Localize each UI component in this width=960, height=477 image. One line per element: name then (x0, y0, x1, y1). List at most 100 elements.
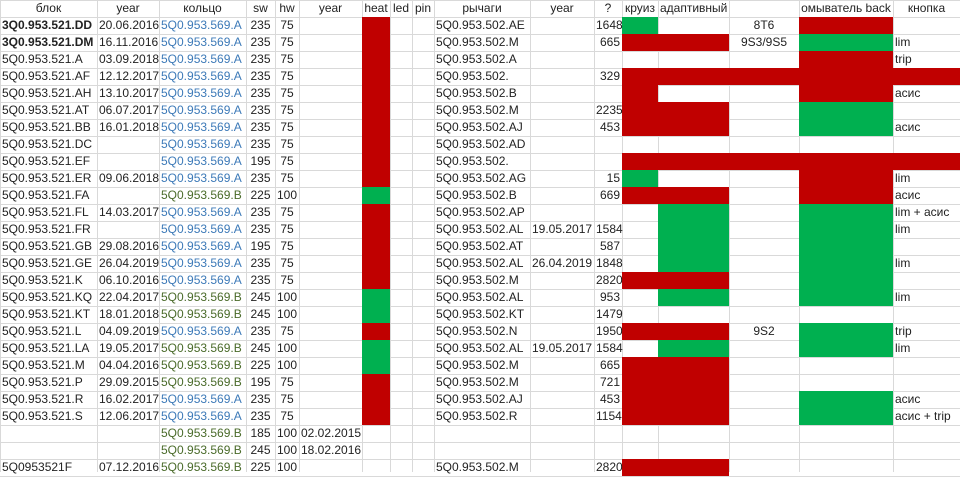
cell-hw[interactable]: 75 (280, 205, 294, 219)
cell-sw[interactable]: 235 (250, 137, 271, 151)
cell-sw[interactable]: 235 (250, 103, 271, 117)
column-header[interactable]: sw (253, 1, 268, 15)
cell-sw[interactable]: 235 (250, 205, 271, 219)
cell-year[interactable]: 06.07.2017 (99, 103, 160, 117)
cell-block[interactable]: 5Q0.953.521.L (2, 324, 82, 338)
cell-block[interactable]: 5Q0.953.521.FL (2, 205, 89, 219)
cell-hw[interactable]: 100 (277, 188, 298, 202)
cell-ring[interactable]: 5Q0.953.569.A (161, 392, 242, 406)
cell-block[interactable]: 5Q0.953.521.R (2, 392, 84, 406)
cell-year[interactable]: 16.11.2016 (99, 35, 159, 49)
cell-block[interactable]: 5Q0.953.521.BB (2, 120, 91, 134)
cell-ring[interactable]: 5Q0.953.569.B (161, 358, 242, 372)
cell-q[interactable]: 721 (599, 375, 620, 389)
cell-q[interactable]: 1584 (596, 222, 623, 236)
cell-year[interactable]: 09.06.2018 (99, 171, 160, 185)
cell-block[interactable]: 5Q0.953.521.GE (2, 256, 93, 270)
cell-block[interactable]: 5Q0.953.521.A (2, 52, 83, 66)
cell-ryear[interactable]: 18.02.2016 (301, 443, 362, 457)
cell-ring[interactable]: 5Q0.953.569.A (161, 103, 242, 117)
cell-q[interactable]: 2820 (596, 460, 623, 474)
cell-sw[interactable]: 245 (250, 307, 271, 321)
column-header[interactable]: year (550, 1, 574, 15)
cell-ring[interactable]: 5Q0.953.569.A (161, 18, 242, 32)
cell-button[interactable]: lim (895, 256, 911, 270)
column-header[interactable]: ? (604, 1, 612, 15)
column-header[interactable]: кольцо (183, 1, 222, 15)
column-header[interactable]: hw (279, 1, 295, 15)
cell-block[interactable]: 5Q0.953.521.AH (2, 86, 92, 100)
cell-hw[interactable]: 75 (280, 120, 294, 134)
column-header[interactable]: pin (414, 1, 431, 15)
column-header[interactable]: круиз (625, 1, 655, 15)
column-header[interactable]: рычаги (462, 1, 502, 15)
cell-sw[interactable]: 225 (250, 460, 271, 474)
cell-block[interactable]: 5Q0.953.521.LA (2, 341, 90, 355)
cell-lever[interactable]: 5Q0.953.502.AE (436, 18, 525, 32)
cell-hw[interactable]: 75 (280, 18, 294, 32)
cell-block[interactable]: 3Q0.953.521.DM (2, 35, 94, 49)
cell-block[interactable]: 5Q0.953.521.KQ (2, 290, 93, 304)
cell-ring[interactable]: 5Q0.953.569.A (161, 52, 242, 66)
cell-sw[interactable]: 245 (250, 290, 271, 304)
cell-ring[interactable]: 5Q0.953.569.B (161, 375, 242, 389)
cell-extra[interactable]: 8T6 (753, 18, 775, 32)
cell-lever[interactable]: 5Q0.953.502.M (436, 375, 519, 389)
cell-year[interactable]: 07.12.2016 (99, 460, 160, 474)
cell-hw[interactable]: 100 (277, 307, 298, 321)
cell-extra[interactable]: 9S2 (753, 324, 775, 338)
cell-sw[interactable]: 235 (250, 69, 271, 83)
cell-button[interactable]: lim (895, 35, 911, 49)
cell-ring[interactable]: 5Q0.953.569.A (161, 239, 242, 253)
cell-hw[interactable]: 100 (277, 290, 298, 304)
cell-q[interactable]: 1584 (596, 341, 623, 355)
cell-lever[interactable]: 5Q0.953.502.M (436, 35, 519, 49)
cell-lever[interactable]: 5Q0.953.502.AL (436, 256, 524, 270)
cell-lever[interactable]: 5Q0.953.502.AJ (436, 120, 523, 134)
cell-q[interactable]: 453 (599, 392, 620, 406)
cell-block[interactable]: 5Q0.953.521.M (2, 358, 85, 372)
cell-sw[interactable]: 235 (250, 86, 271, 100)
cell-ring[interactable]: 5Q0.953.569.A (161, 69, 242, 83)
cell-year[interactable]: 22.04.2017 (99, 290, 160, 304)
cell-sw[interactable]: 195 (250, 154, 271, 168)
cell-button[interactable]: асис + trip (895, 409, 951, 423)
cell-ring[interactable]: 5Q0.953.569.B (161, 290, 242, 304)
cell-button[interactable]: trip (895, 52, 912, 66)
cell-ring[interactable]: 5Q0.953.569.A (161, 35, 242, 49)
cell-hw[interactable]: 100 (277, 443, 298, 457)
cell-hw[interactable]: 100 (277, 341, 298, 355)
cell-hw[interactable]: 75 (280, 239, 294, 253)
cell-year[interactable]: 19.05.2017 (99, 341, 160, 355)
cell-hw[interactable]: 75 (280, 256, 294, 270)
cell-lyear[interactable]: 26.04.2019 (532, 256, 593, 270)
cell-year[interactable]: 04.09.2019 (99, 324, 160, 338)
cell-year[interactable]: 29.09.2015 (99, 375, 160, 389)
cell-sw[interactable]: 235 (250, 273, 271, 287)
cell-q[interactable]: 2235 (596, 103, 623, 117)
cell-hw[interactable]: 100 (277, 426, 298, 440)
cell-button[interactable]: асис (895, 120, 921, 134)
cell-year[interactable]: 14.03.2017 (99, 205, 160, 219)
cell-lever[interactable]: 5Q0.953.502.B (436, 188, 517, 202)
cell-button[interactable]: lim (895, 290, 911, 304)
cell-sw[interactable]: 235 (250, 324, 271, 338)
cell-hw[interactable]: 75 (280, 375, 294, 389)
cell-lever[interactable]: 5Q0.953.502.AG (436, 171, 527, 185)
cell-hw[interactable]: 75 (280, 392, 294, 406)
cell-hw[interactable]: 75 (280, 86, 294, 100)
cell-block[interactable]: 5Q0953521F (2, 460, 73, 474)
cell-q[interactable]: 1479 (596, 307, 623, 321)
cell-hw[interactable]: 75 (280, 35, 294, 49)
cell-lever[interactable]: 5Q0.953.502.M (436, 358, 519, 372)
cell-hw[interactable]: 75 (280, 52, 294, 66)
cell-ring[interactable]: 5Q0.953.569.B (161, 307, 242, 321)
cell-sw[interactable]: 185 (250, 426, 271, 440)
cell-year[interactable]: 18.01.2018 (99, 307, 160, 321)
cell-year[interactable]: 20.06.2016 (99, 18, 160, 32)
column-header[interactable]: heat (364, 1, 388, 15)
cell-year[interactable]: 03.09.2018 (99, 52, 160, 66)
cell-lever[interactable]: 5Q0.953.502.AL (436, 341, 524, 355)
cell-hw[interactable]: 75 (280, 69, 294, 83)
cell-button[interactable]: асис (895, 86, 921, 100)
